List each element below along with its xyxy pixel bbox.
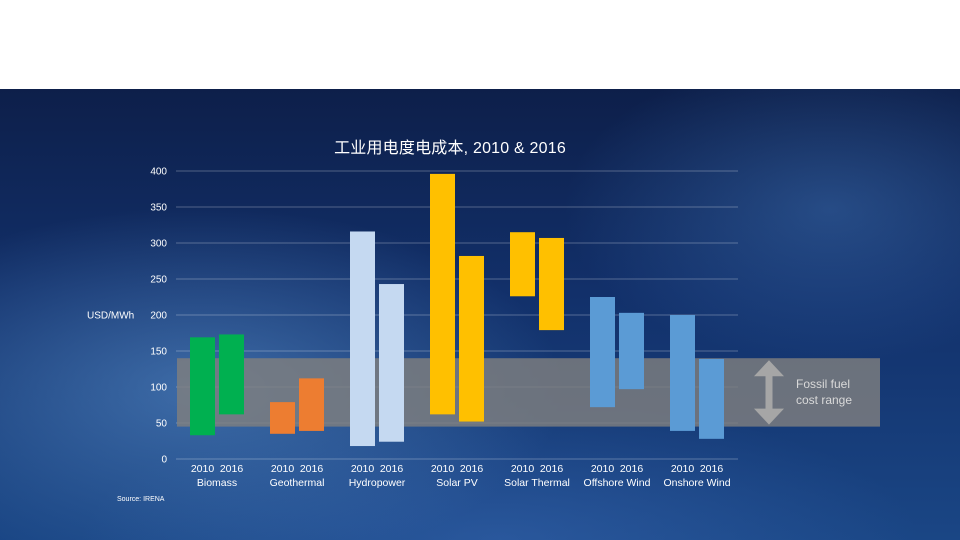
y-tick-label: 50 [156, 419, 168, 430]
year-label: 2016 [700, 463, 724, 475]
year-label: 2016 [620, 463, 644, 475]
fossil-range-arrow-icon [754, 360, 784, 425]
y-tick-label: 150 [150, 347, 167, 358]
y-tick-label: 350 [150, 203, 167, 214]
bar-solar-pv-2010 [430, 173, 455, 415]
y-tick-label: 300 [150, 239, 167, 250]
year-label: 2016 [540, 463, 564, 475]
year-label: 2010 [671, 463, 695, 475]
category-label: Solar Thermal [504, 477, 570, 489]
year-label: 2016 [380, 463, 404, 475]
year-label: 2016 [300, 463, 324, 475]
gridlines [176, 170, 738, 460]
bar-onshore-wind-2010 [670, 315, 695, 431]
bar-hydropower-2016 [379, 284, 404, 442]
category-label: Offshore Wind [584, 477, 651, 489]
y-tick-label: 100 [150, 383, 167, 394]
year-label: 2010 [591, 463, 615, 475]
year-label: 2010 [511, 463, 535, 475]
y-tick-label: 250 [150, 275, 167, 286]
year-label: 2016 [220, 463, 244, 475]
bar-solar-pv-2016 [459, 255, 484, 422]
bar-biomass-2016 [219, 334, 244, 415]
bar-offshore-wind-2010 [590, 297, 615, 408]
bars [190, 173, 724, 447]
year-label: 2010 [191, 463, 215, 475]
y-tick-label: 400 [150, 167, 167, 178]
y-tick-label: 200 [150, 311, 167, 322]
category-label: Solar PV [436, 477, 477, 489]
category-label: Hydropower [349, 477, 406, 489]
year-label: 2010 [271, 463, 295, 475]
bar-offshore-wind-2016 [619, 312, 644, 390]
source-note: Source: IRENA [117, 496, 165, 503]
bar-hydropower-2010 [350, 231, 375, 447]
fossil-fuel-label: Fossil fuel [796, 377, 850, 391]
category-label: Onshore Wind [663, 477, 730, 489]
bar-biomass-2010 [190, 337, 215, 436]
y-axis-label: USD/MWh [87, 311, 134, 322]
category-label: Geothermal [270, 477, 325, 489]
bar-geothermal-2016 [299, 378, 324, 431]
year-label: 2010 [431, 463, 455, 475]
bar-onshore-wind-2016 [699, 358, 724, 439]
bar-solar-thermal-2016 [539, 237, 564, 331]
bar-solar-thermal-2010 [510, 232, 535, 297]
year-label: 2010 [351, 463, 375, 475]
labels: 0 50 100 150 200 250 300 350 400 USD/MWh Fossil fu… [87, 167, 852, 504]
category-label: Biomass [197, 477, 237, 489]
year-label: 2016 [460, 463, 484, 475]
chart-title: 工业用电度电成本, 2010 & 2016 [334, 140, 566, 157]
fossil-fuel-label: cost range [796, 393, 852, 407]
bar-geothermal-2010 [270, 402, 295, 434]
y-tick-label: 0 [161, 455, 167, 466]
